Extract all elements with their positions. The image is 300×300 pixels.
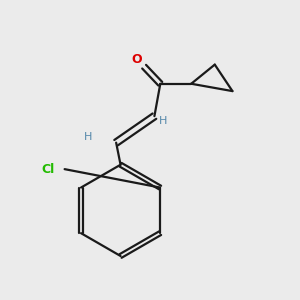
Text: O: O: [131, 53, 142, 66]
Text: H: H: [84, 132, 92, 142]
Text: H: H: [159, 116, 167, 126]
Text: Cl: Cl: [42, 163, 55, 176]
